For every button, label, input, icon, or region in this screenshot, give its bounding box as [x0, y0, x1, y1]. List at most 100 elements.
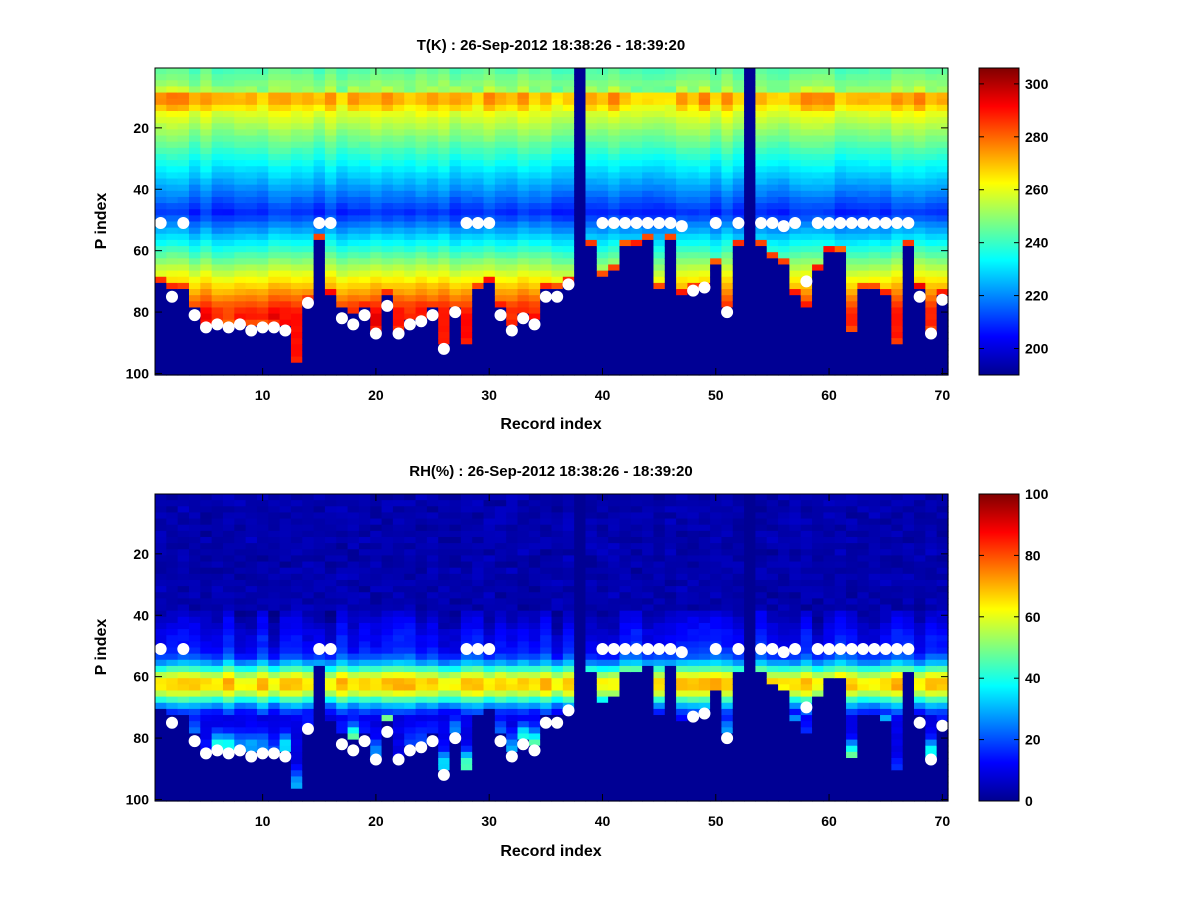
heatmap-cell: [290, 494, 303, 501]
heatmap-cell: [166, 641, 179, 649]
heatmap-cell: [256, 233, 269, 241]
heatmap-cell: [155, 325, 167, 333]
heatmap-cell: [630, 203, 643, 210]
heatmap-cell: [302, 153, 315, 161]
heatmap-cell: [268, 592, 281, 599]
heatmap-cell: [336, 678, 349, 685]
heatmap-cell: [676, 184, 689, 192]
heatmap-cell: [608, 350, 621, 358]
heatmap-cell: [211, 610, 224, 618]
heatmap-cell: [562, 264, 575, 272]
heatmap-cell: [234, 678, 247, 685]
heatmap-cell: [914, 184, 926, 192]
heatmap-cell: [426, 494, 439, 501]
heatmap-cell: [324, 147, 337, 155]
heatmap-cell: [778, 307, 790, 315]
heatmap-cell: [370, 788, 383, 796]
heatmap-cell: [336, 141, 349, 149]
heatmap-cell: [460, 301, 473, 309]
heatmap-cell: [336, 338, 349, 345]
heatmap-cell: [766, 110, 779, 118]
heatmap-cell: [426, 586, 439, 593]
heatmap-cell: [744, 338, 757, 345]
heatmap-cell: [347, 215, 360, 223]
heatmap-cell: [891, 356, 904, 364]
heatmap-cell: [778, 160, 790, 167]
heatmap-cell: [596, 258, 609, 266]
heatmap-cell: [358, 604, 371, 612]
heatmap-cell: [596, 86, 609, 94]
heatmap-cell: [619, 332, 632, 339]
heatmap-cell: [744, 276, 757, 284]
heatmap-cell: [698, 153, 711, 161]
heatmap-cell: [460, 252, 473, 259]
heatmap-cell: [415, 573, 428, 581]
heatmap-cell: [608, 74, 621, 81]
heatmap-cell: [789, 160, 802, 167]
heatmap-cell: [177, 166, 190, 173]
heatmap-cell: [200, 203, 213, 210]
heatmap-cell: [528, 350, 541, 358]
heatmap-cell: [642, 184, 655, 192]
heatmap-cell: [324, 295, 337, 302]
heatmap-cell: [256, 129, 269, 137]
heatmap-cell: [415, 86, 428, 94]
heatmap-cell: [823, 196, 836, 204]
heatmap-cell: [290, 586, 303, 593]
heatmap-cell: [778, 98, 790, 106]
heatmap-cell: [370, 289, 383, 296]
heatmap-cell: [302, 647, 315, 655]
heatmap-cell: [381, 530, 394, 538]
heatmap-cell: [789, 258, 802, 266]
heatmap-cell: [664, 92, 677, 100]
heatmap-cell: [347, 764, 360, 771]
heatmap-cell: [608, 319, 621, 327]
heatmap-cell: [676, 301, 689, 309]
heatmap-cell: [925, 362, 938, 370]
heatmap-cell: [336, 110, 349, 118]
heatmap-cell: [211, 567, 224, 575]
heatmap-cell: [823, 282, 836, 290]
heatmap-cell: [472, 209, 485, 216]
heatmap-cell: [438, 739, 451, 747]
heatmap-cell: [676, 233, 689, 241]
heatmap-cell: [302, 252, 315, 259]
heatmap-cell: [370, 518, 383, 526]
heatmap-cell: [245, 153, 258, 161]
heatmap-cell: [834, 172, 847, 180]
heatmap-cell: [653, 104, 666, 112]
heatmap-cell: [200, 727, 213, 735]
heatmap-cell: [177, 610, 190, 618]
heatmap-cell: [914, 190, 926, 198]
heatmap-cell: [732, 92, 745, 100]
heatmap-cell: [823, 203, 836, 210]
heatmap-cell: [517, 141, 530, 149]
heatmap-cell: [234, 233, 247, 241]
heatmap-cell: [902, 239, 915, 247]
heatmap-cell: [744, 80, 757, 88]
heatmap-cell: [177, 338, 190, 345]
heatmap-cell: [914, 368, 926, 376]
heatmap-cell: [494, 239, 507, 247]
heatmap-cell: [324, 659, 337, 667]
heatmap-cell: [925, 129, 938, 137]
heatmap-cell: [891, 190, 904, 198]
heatmap-cell: [426, 301, 439, 309]
heatmap-cell: [698, 98, 711, 106]
heatmap-cell: [290, 647, 303, 655]
heatmap-cell: [721, 282, 734, 290]
heatmap-cell: [370, 635, 383, 642]
heatmap-cell: [732, 301, 745, 309]
heatmap-cell: [177, 672, 190, 679]
heatmap-cell: [302, 282, 315, 290]
heatmap-cell: [472, 332, 485, 339]
heatmap-cell: [392, 586, 405, 593]
heatmap-cell: [540, 184, 553, 192]
heatmap-cell: [834, 289, 847, 296]
heatmap-cell: [188, 758, 201, 765]
heatmap-cell: [313, 338, 326, 345]
heatmap-cell: [200, 794, 213, 802]
heatmap-cell: [211, 592, 224, 599]
heatmap-cell: [313, 764, 326, 771]
heatmap-cell: [528, 301, 541, 309]
